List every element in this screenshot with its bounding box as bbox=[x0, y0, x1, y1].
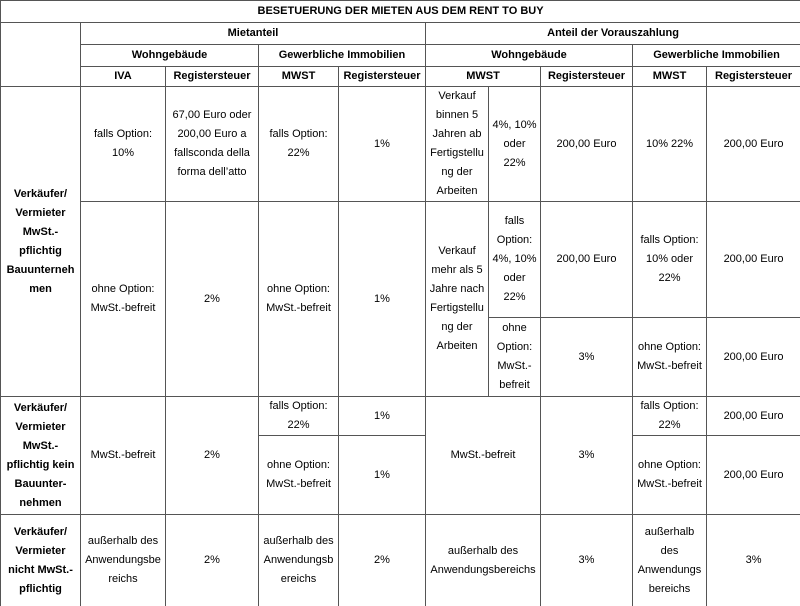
cell: 200,00 Euro bbox=[705, 435, 800, 515]
header-cell: Registersteuer bbox=[338, 66, 426, 87]
cell: 2% bbox=[165, 201, 259, 397]
header-cell: Wohngebäude bbox=[80, 44, 259, 67]
row-header: Verkäufer/ Vermieter MwSt.-pflichtig kei… bbox=[0, 396, 81, 515]
header-cell: Gewerbliche Immobilien bbox=[631, 44, 800, 67]
cell: falls Option: 22% bbox=[258, 396, 339, 436]
cell: MwSt.-befreit bbox=[80, 396, 166, 515]
cell: 3% bbox=[705, 514, 800, 606]
cell: 67,00 Euro oder 200,00 Euro a fallsconda… bbox=[165, 86, 259, 202]
header-cell: IVA bbox=[80, 66, 166, 87]
cell: Verkauf mehr als 5 Jahre nach Fertigstel… bbox=[425, 201, 489, 397]
cell: 3% bbox=[540, 514, 633, 606]
cell: 1% bbox=[338, 435, 426, 515]
row-header: Verkäufer/ Vermieter nicht MwSt.-pflicht… bbox=[0, 514, 81, 606]
cell: außerhalb des Anwendungsbereichs bbox=[80, 514, 166, 606]
header-cell: Registersteuer bbox=[540, 66, 633, 87]
cell: 2% bbox=[338, 514, 426, 606]
header-cell: Mietanteil bbox=[80, 22, 426, 45]
cell: falls Option: 4%, 10% oder 22% bbox=[488, 201, 541, 318]
cell: 3% bbox=[540, 317, 633, 397]
header-cell: Wohngebäude bbox=[425, 44, 633, 67]
cell: 200,00 Euro bbox=[705, 86, 800, 202]
header-cell: Gewerbliche Immobilien bbox=[258, 44, 426, 67]
cell: 1% bbox=[338, 396, 426, 436]
cell: falls Option: 10% bbox=[80, 86, 166, 202]
cell: falls Option: 22% bbox=[258, 86, 339, 202]
cell: außerhalb des Anwendungsbereichs bbox=[632, 514, 707, 606]
cell: ohne Option: MwSt.-befreit bbox=[258, 201, 339, 397]
header-cell: MWST bbox=[258, 66, 339, 87]
cell: 200,00 Euro bbox=[540, 86, 633, 202]
cell: ohne Option: MwSt.-befreit bbox=[632, 317, 707, 397]
header-cell: Anteil der Vorauszahlung bbox=[424, 22, 800, 45]
cell: außerhalb des Anwendungsbereichs bbox=[258, 514, 339, 606]
table-title: BESETUERUNG DER MIETEN AUS DEM RENT TO B… bbox=[0, 0, 800, 23]
cell: 200,00 Euro bbox=[705, 396, 800, 436]
header-cell: MWST bbox=[425, 66, 541, 87]
cell: 10% 22% bbox=[632, 86, 707, 202]
row-header: Verkäufer/ Vermieter MwSt.-pflichtig Bau… bbox=[0, 86, 81, 397]
header-cell: MWST bbox=[632, 66, 707, 87]
cell: 1% bbox=[338, 201, 426, 397]
corner-cell bbox=[0, 22, 81, 87]
cell: 2% bbox=[165, 396, 259, 515]
cell: MwSt.-befreit bbox=[425, 396, 541, 515]
cell: ohne Option: MwSt.-befreit bbox=[632, 435, 707, 515]
cell: 3% bbox=[540, 396, 633, 515]
cell: 2% bbox=[165, 514, 259, 606]
cell: ohne Option: MwSt.-befreit bbox=[80, 201, 166, 397]
cell: falls Option: 22% bbox=[632, 396, 707, 436]
cell: 4%, 10% oder 22% bbox=[488, 86, 541, 202]
header-cell: Registersteuer bbox=[165, 66, 259, 87]
cell: ohne Option: MwSt.-befreit bbox=[258, 435, 339, 515]
cell: Verkauf binnen 5 Jahren ab Fertigstellun… bbox=[425, 86, 489, 202]
cell: falls Option: 10% oder 22% bbox=[632, 201, 707, 318]
cell: 200,00 Euro bbox=[540, 201, 633, 318]
cell: 200,00 Euro bbox=[705, 317, 800, 397]
cell: 1% bbox=[338, 86, 426, 202]
cell: 200,00 Euro bbox=[705, 201, 800, 318]
header-cell: Registersteuer bbox=[705, 66, 800, 87]
cell: ohne Option: MwSt.-befreit bbox=[488, 317, 541, 397]
cell: außerhalb des Anwendungsbereichs bbox=[425, 514, 541, 606]
